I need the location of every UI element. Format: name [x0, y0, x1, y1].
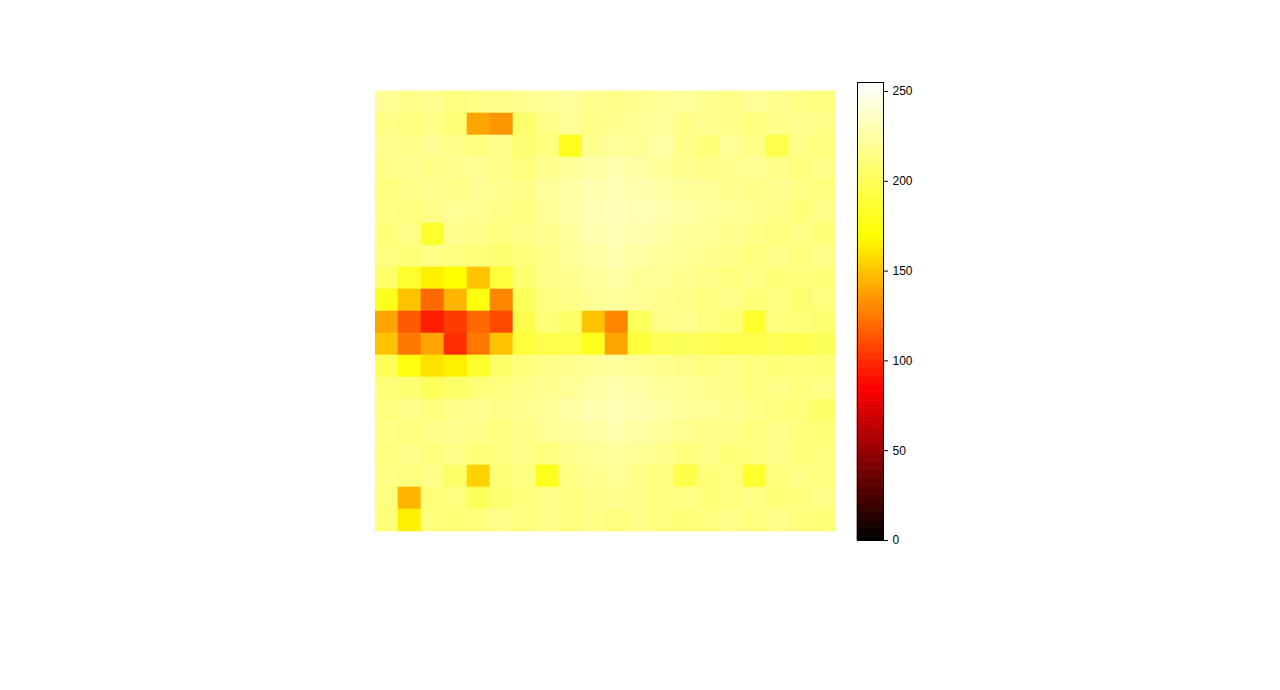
svg-text:0: 0	[893, 533, 900, 547]
svg-text:100: 100	[893, 354, 913, 368]
svg-text:150: 150	[893, 264, 913, 278]
svg-text:50: 50	[893, 444, 907, 458]
svg-text:250: 250	[893, 84, 913, 98]
svg-text:200: 200	[893, 174, 913, 188]
